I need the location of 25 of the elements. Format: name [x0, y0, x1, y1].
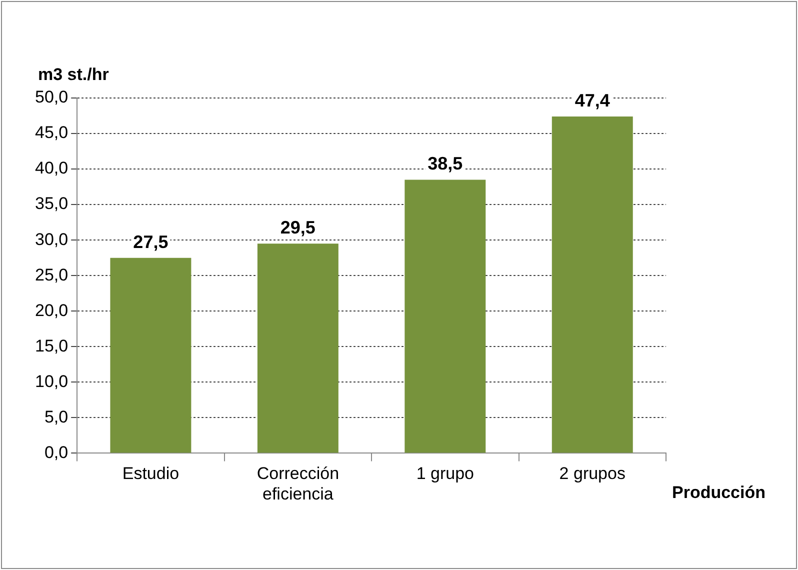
x-tick-label: Estudio	[122, 464, 180, 484]
y-axis-title: m3 st./hr	[38, 65, 110, 84]
data-label: 38,5	[428, 154, 463, 174]
bar	[552, 116, 633, 453]
y-tick-label: 0,0	[44, 442, 68, 462]
y-tick-label: 25,0	[34, 265, 68, 284]
y-tick-label: 20,0	[34, 300, 68, 320]
data-label: 27,5	[133, 232, 168, 252]
y-tick-label: 10,0	[34, 372, 68, 391]
y-tick-label: 40,0	[34, 158, 68, 178]
y-tick-label: 50,0	[34, 88, 68, 107]
x-axis-title: Producción	[672, 482, 766, 502]
y-tick-label: 30,0	[34, 230, 68, 249]
x-tick-label: 1 grupo	[416, 464, 474, 484]
bar	[110, 258, 192, 453]
y-tick-label: 45,0	[34, 123, 68, 142]
bar	[404, 180, 486, 453]
x-tick-label: 2 grupos	[559, 464, 626, 484]
bar	[257, 244, 338, 453]
data-label: 47,4	[574, 90, 610, 110]
y-tick-label: 5,0	[44, 407, 68, 426]
data-label: 29,5	[280, 218, 316, 238]
y-tick-label: 15,0	[34, 336, 68, 356]
x-tick-label: Corrección eficiencia	[256, 464, 340, 504]
y-tick-label: 35,0	[34, 194, 68, 214]
